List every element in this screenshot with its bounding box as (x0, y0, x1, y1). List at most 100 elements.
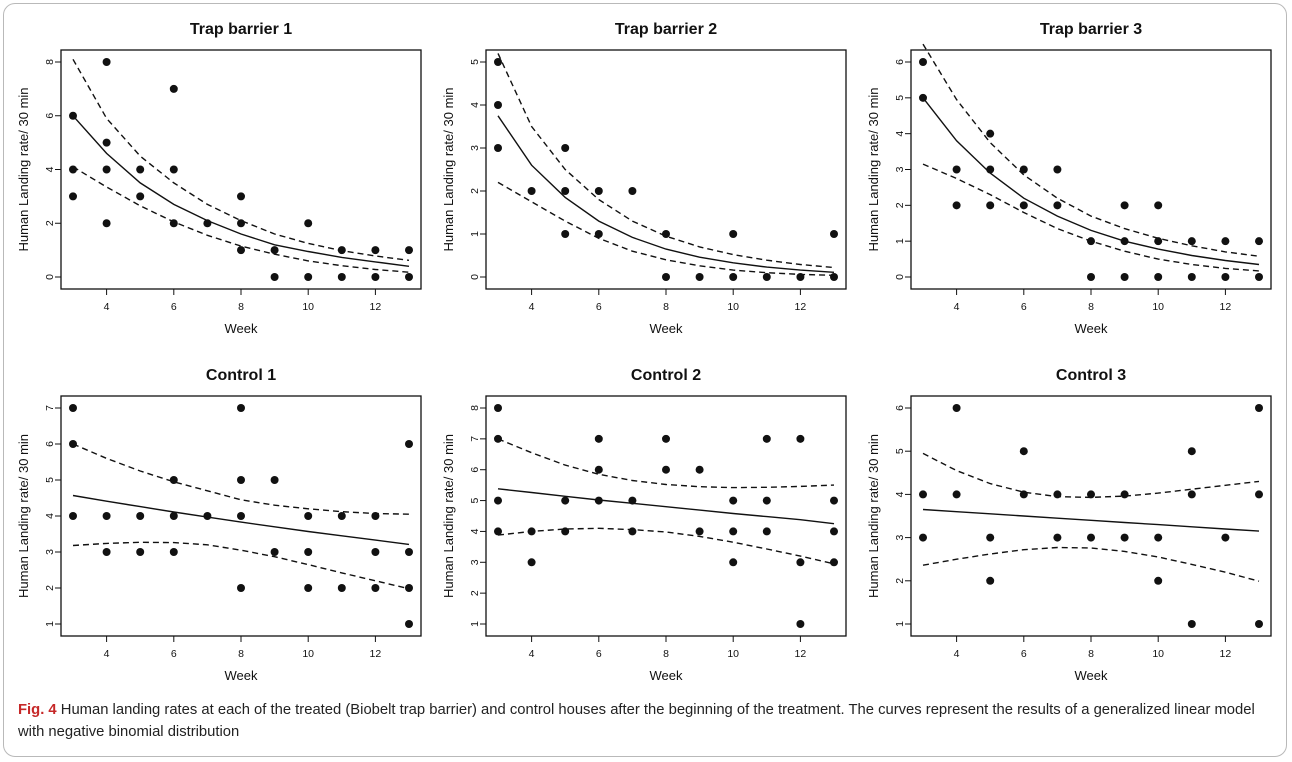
data-point (102, 548, 111, 556)
plot-box (485, 49, 847, 290)
data-point (237, 512, 245, 520)
data-point (729, 558, 738, 567)
data-point (1120, 533, 1129, 542)
y-tick-label: 2 (894, 202, 906, 208)
x-axis-label: Week (650, 668, 683, 683)
data-point (494, 58, 502, 66)
data-point (628, 527, 637, 536)
x-tick-label: 10 (727, 648, 739, 660)
y-tick-label: 2 (469, 188, 481, 194)
x-tick-label: 4 (104, 301, 110, 313)
data-point (1019, 165, 1028, 174)
ci-lower-line (497, 181, 835, 276)
x-tick-label: 12 (795, 301, 807, 313)
fit-line (72, 494, 410, 546)
y-tick-label: 4 (44, 513, 56, 519)
data-point (986, 165, 995, 174)
fit-line (497, 488, 835, 525)
data-point (1019, 447, 1028, 456)
y-tick-label: 6 (894, 405, 906, 411)
data-point (405, 584, 413, 592)
data-point (337, 512, 346, 520)
data-point (628, 496, 637, 505)
data-point (169, 84, 178, 93)
data-point (237, 476, 245, 484)
data-point (1255, 620, 1263, 628)
data-point (1255, 490, 1263, 499)
data-point (270, 273, 279, 281)
data-point (304, 273, 313, 281)
x-tick-label: 4 (954, 301, 960, 313)
y-tick-label: 2 (894, 578, 906, 584)
data-point (270, 476, 279, 484)
data-point (952, 490, 961, 499)
data-point (69, 440, 77, 448)
data-point (1120, 490, 1129, 499)
data-point (762, 527, 771, 536)
data-point (102, 165, 111, 174)
data-point (729, 496, 738, 505)
data-point (371, 584, 380, 592)
data-point (695, 273, 704, 281)
y-tick-label: 0 (894, 274, 906, 280)
data-point (304, 512, 313, 520)
data-point (527, 558, 536, 567)
data-point (136, 512, 145, 520)
data-point (830, 496, 838, 505)
data-point (494, 144, 502, 152)
plot-box (910, 395, 1272, 637)
figure-label: Fig. 4 (18, 702, 57, 718)
panel-title: Control 1 (206, 367, 276, 384)
x-tick-label: 8 (663, 648, 669, 660)
x-tick-label: 6 (1021, 301, 1027, 313)
data-point (830, 527, 838, 536)
y-tick-label: 5 (894, 448, 906, 454)
data-point (270, 246, 279, 255)
y-tick-label: 6 (44, 441, 56, 447)
data-point (1019, 201, 1028, 210)
data-point (337, 246, 346, 255)
data-point (1221, 237, 1230, 246)
data-point (729, 527, 738, 536)
data-point (69, 165, 77, 174)
data-point (695, 527, 704, 536)
y-tick-label: 7 (469, 436, 481, 442)
figure-frame (3, 3, 1287, 757)
data-point (102, 219, 111, 228)
y-tick-label: 5 (44, 477, 56, 483)
y-tick-label: 3 (894, 535, 906, 541)
data-point (405, 620, 413, 628)
data-point (494, 496, 502, 505)
data-point (136, 192, 145, 201)
data-point (494, 434, 502, 443)
x-tick-label: 12 (1220, 301, 1232, 313)
data-point (1120, 237, 1129, 246)
y-tick-label: 5 (894, 95, 906, 101)
x-axis-label: Week (225, 321, 258, 336)
data-point (1087, 273, 1095, 281)
data-point (1154, 576, 1163, 585)
data-point (986, 533, 995, 542)
data-point (561, 187, 570, 195)
data-point (203, 512, 212, 520)
data-point (662, 434, 670, 443)
x-tick-label: 10 (727, 301, 739, 313)
data-point (1255, 237, 1263, 246)
data-point (1087, 533, 1095, 542)
data-point (1187, 273, 1196, 281)
x-tick-label: 8 (238, 301, 244, 313)
x-tick-label: 12 (795, 648, 807, 660)
data-point (270, 548, 279, 556)
x-tick-label: 12 (1220, 648, 1232, 660)
data-point (371, 273, 380, 281)
data-point (237, 192, 245, 201)
x-tick-label: 4 (104, 648, 110, 660)
x-tick-label: 4 (529, 301, 535, 313)
fit-line (497, 115, 835, 273)
plot-box (485, 395, 847, 637)
figure-caption: Fig. 4 Human landing rates at each of th… (18, 699, 1274, 743)
data-point (1053, 201, 1062, 210)
